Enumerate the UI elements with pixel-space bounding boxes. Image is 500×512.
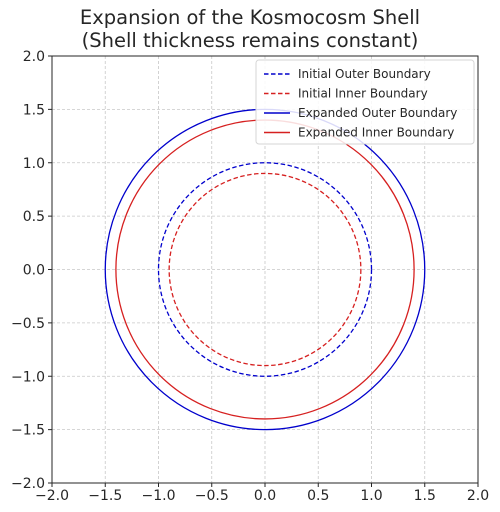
legend-label-2: Initial Inner Boundary — [298, 87, 428, 101]
chart-title: Expansion of the Kosmocosm Shell — [79, 6, 421, 29]
y-tick-label: −0.5 — [11, 316, 45, 332]
y-tick-label: 1.0 — [23, 156, 45, 172]
legend-label-3: Expanded Outer Boundary — [298, 106, 457, 120]
x-tick-label: −1.0 — [142, 488, 176, 504]
y-tick-label: 1.5 — [23, 102, 45, 118]
x-tick-label: −0.5 — [195, 488, 229, 504]
y-tick-label: −1.0 — [11, 369, 45, 385]
tick-layer: −2.0 −1.5 −1.0 −0.5 0.0 0.5 1.0 1.5 2.0 −2.0 −1.5 −… — [11, 49, 489, 504]
chart-subtitle: (Shell thickness remains constant) — [81, 29, 419, 52]
x-tick-label: 0.0 — [254, 488, 276, 504]
legend-box — [255, 59, 475, 145]
x-tick-label: 0.5 — [307, 488, 329, 504]
legend-label-1: Initial Outer Boundary — [298, 67, 431, 81]
x-tick-label: 2.0 — [467, 488, 489, 504]
series-1-circle — [157, 162, 373, 377]
x-tick-label: 1.5 — [414, 488, 436, 504]
x-tick-label: −1.5 — [88, 488, 122, 504]
legend: Initial Outer Boundary Initial Inner Boun… — [255, 59, 475, 145]
legend-label-4: Expanded Inner Boundary — [298, 126, 454, 140]
y-tick-label: −1.5 — [11, 423, 45, 439]
series-2-circle — [168, 172, 362, 367]
y-tick-label: 0.0 — [23, 263, 45, 279]
y-tick-label: −2.0 — [11, 476, 45, 492]
y-tick-label: 2.0 — [23, 49, 45, 65]
x-tick-label: 1.0 — [360, 488, 382, 504]
y-tick-label: 0.5 — [23, 209, 45, 225]
x-tick-label: −2.0 — [35, 488, 69, 504]
